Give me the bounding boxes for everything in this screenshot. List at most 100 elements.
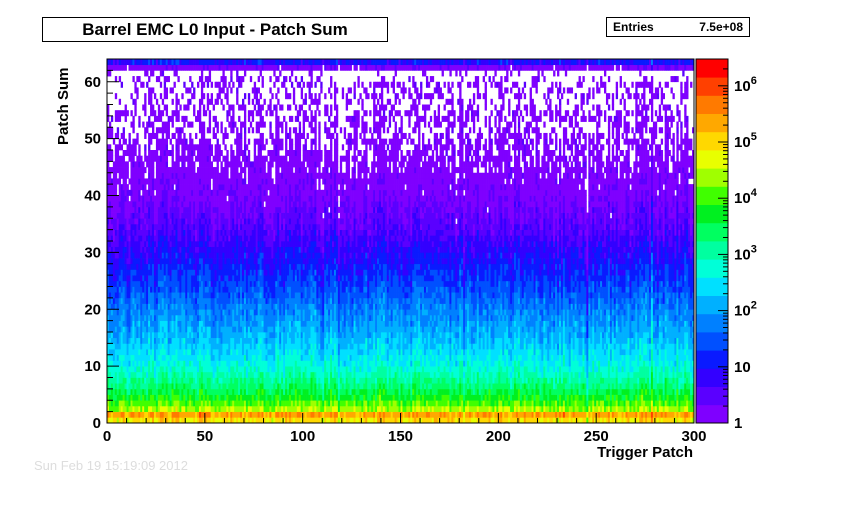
heatmap-cell [118,98,122,105]
heatmap-cell [187,189,190,196]
heatmap-cell [110,275,114,282]
heatmap-cell [120,292,124,299]
heatmap-cell [202,223,206,230]
heatmap-cell [197,309,200,316]
heatmap-cell [130,59,133,66]
heatmap-cell [118,383,122,390]
heatmap-cell [126,161,129,168]
heatmap-cell [152,59,155,66]
heatmap-cell [261,201,264,208]
heatmap-cell [150,64,153,71]
heatmap-cell [169,235,172,242]
heatmap-cell [200,246,204,253]
heatmap-cell [114,206,118,213]
heatmap-cell [161,132,165,139]
heatmap-cell [126,337,129,344]
heatmap-cell [273,70,276,77]
heatmap-cell [179,223,182,230]
heatmap-cell [177,269,180,276]
heatmap-cell [155,343,159,350]
heatmap-cell [183,417,186,424]
heatmap-cell [265,155,268,162]
heatmap-cell [179,269,182,276]
heatmap-cell [155,349,159,356]
heatmap-cell [165,93,169,100]
heatmap-cell [204,212,208,219]
heatmap-cell [144,98,147,105]
heatmap-cell [116,286,120,293]
heatmap-cell [202,275,206,282]
heatmap-cell [146,269,149,276]
heatmap-cell [177,110,180,117]
heatmap-cell [108,172,112,179]
heatmap-cell [107,150,110,157]
heatmap-cell [140,383,143,390]
heatmap-cell [148,297,151,304]
heatmap-cell [116,218,120,225]
heatmap-cell [142,314,145,321]
heatmap-cell [148,360,151,367]
heatmap-cell [189,212,192,219]
heatmap-cell [148,343,151,350]
heatmap-cell [150,417,153,424]
heatmap-cell [114,241,118,248]
heatmap-cell [185,320,188,327]
heatmap-cell [167,343,170,350]
heatmap-cell [159,275,163,282]
heatmap-cell [140,360,143,367]
heatmap-cell [187,184,190,191]
heatmap-cell [185,337,188,344]
heatmap-cell [157,332,161,339]
heatmap-cell [247,98,251,105]
heatmap-cell [175,388,178,395]
heatmap-cell [112,320,116,327]
heatmap-cell [112,229,116,236]
heatmap-cell [195,132,198,139]
heatmap-cell [167,127,170,134]
heatmap-cell [136,64,139,71]
heatmap-cell [126,263,129,270]
heatmap-cell [144,189,147,196]
heatmap-cell [161,138,165,145]
heatmap-cell [126,417,129,424]
heatmap-cell [108,275,112,282]
heatmap-cell [179,297,182,304]
heatmap-cell [138,343,141,350]
heatmap-cell [200,417,204,424]
heatmap-cell [159,309,163,316]
heatmap-cell [163,235,167,242]
heatmap-cell [122,150,125,157]
heatmap-cell [140,314,143,321]
heatmap-cell [177,201,180,208]
heatmap-cell [179,178,182,185]
heatmap-cell [124,411,127,418]
heatmap-cell [146,400,149,407]
heatmap-cell [204,155,208,162]
heatmap-cell [150,195,153,202]
heatmap-cell [159,263,163,270]
heatmap-cell [114,64,118,71]
heatmap-cell [138,76,141,83]
heatmap-cell [181,349,184,356]
heatmap-cell [159,377,163,384]
heatmap-cell [136,394,139,401]
heatmap-cell [108,360,112,367]
heatmap-cell [152,366,155,373]
heatmap-cell [177,127,180,134]
heatmap-cell [159,314,163,321]
heatmap-cell [118,337,122,344]
heatmap-cell [191,297,194,304]
heatmap-cell [187,144,190,151]
heatmap-cell [173,309,176,316]
heatmap-cell [169,400,172,407]
heatmap-cell [189,172,192,179]
heatmap-cell [200,366,204,373]
heatmap-cell [136,354,139,361]
heatmap-cell [155,332,159,339]
heatmap-cell [134,206,137,213]
heatmap-cell [177,377,180,384]
heatmap-cell [122,178,125,185]
heatmap-cell [150,383,153,390]
heatmap-cell [144,332,147,339]
heatmap-cell [232,127,235,134]
